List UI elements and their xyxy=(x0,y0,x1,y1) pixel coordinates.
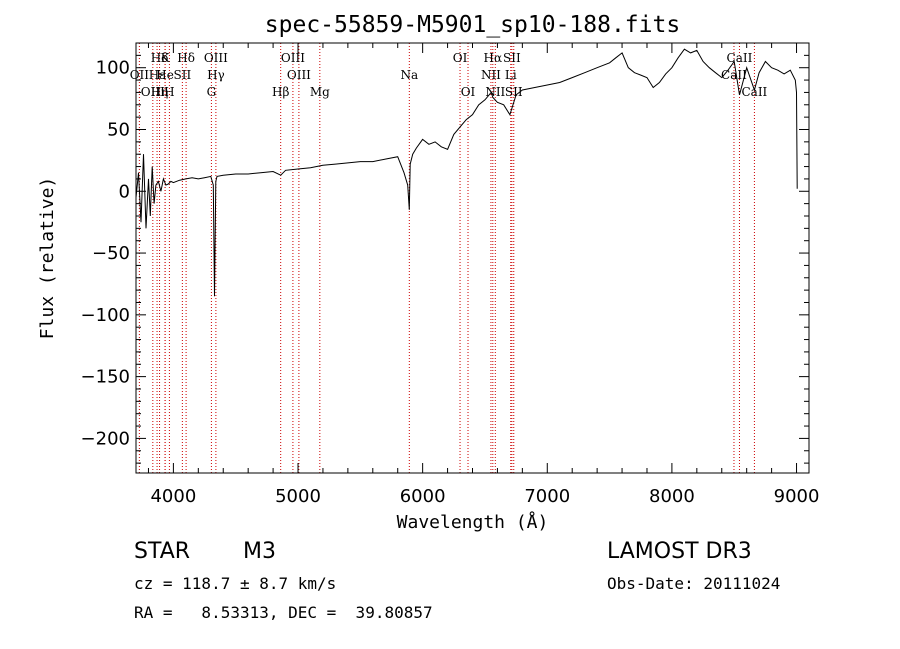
x-tick-label: 4000 xyxy=(150,486,196,507)
object-subclass: M3 xyxy=(243,539,276,564)
line-marker-label: G xyxy=(207,85,217,99)
x-tick-label: 8000 xyxy=(649,486,695,507)
chart-title: spec-55859-M5901_sp10-188.fits xyxy=(265,12,680,38)
line-marker-label: SII xyxy=(503,51,521,65)
y-tick-label: 50 xyxy=(107,119,130,140)
line-marker-label: H xyxy=(164,85,174,99)
line-marker-label: OIII xyxy=(141,85,165,99)
line-marker-label: OII xyxy=(130,68,150,82)
line-marker-label: Na xyxy=(400,68,418,82)
line-marker-label: NII xyxy=(485,85,505,99)
line-marker-label: OIII xyxy=(204,51,228,65)
x-tick-label: 5000 xyxy=(275,486,321,507)
plot-frame xyxy=(135,42,810,474)
y-axis-ticks: 100 50 0 −50 −100 −150 −200 xyxy=(81,54,809,464)
line-marker-label: OI xyxy=(453,51,468,65)
y-tick-label: 100 xyxy=(96,58,130,79)
x-tick-label: 7000 xyxy=(524,486,570,507)
line-marker-label: SII xyxy=(174,68,192,82)
line-marker-label: CaII xyxy=(741,85,767,99)
line-marker-label: SII xyxy=(505,85,523,99)
line-marker-label: Hη xyxy=(151,85,169,99)
line-marker-label: OIII xyxy=(287,68,311,82)
redshift-velocity: cz = 118.7 ± 8.7 km/s xyxy=(134,574,337,593)
y-axis-label: Flux (relative) xyxy=(37,177,58,340)
y-tick-label: 0 xyxy=(119,181,130,202)
line-marker-label: OIII xyxy=(281,51,305,65)
line-marker-label: Hε xyxy=(149,68,166,82)
spectrum-line xyxy=(135,48,798,297)
y-tick-label: −200 xyxy=(81,428,130,449)
line-markers xyxy=(138,43,755,473)
y-tick-label: −50 xyxy=(92,243,130,264)
x-axis-ticks: 4000 5000 6000 7000 8000 9000 xyxy=(147,43,820,507)
observation-date: Obs-Date: 20111024 xyxy=(607,574,781,593)
line-marker-label: Li xyxy=(505,68,517,82)
line-marker-label: NII xyxy=(481,68,501,82)
line-marker-label: Hδ xyxy=(151,51,169,65)
line-marker-label: K xyxy=(161,51,171,65)
line-marker-label: Hα xyxy=(484,51,503,65)
survey-name: LAMOST DR3 xyxy=(607,539,752,564)
x-axis-label: Wavelength (Å) xyxy=(397,511,549,533)
object-class: STAR xyxy=(134,539,191,564)
y-tick-label: −100 xyxy=(81,305,130,326)
line-marker-label: CaII xyxy=(721,68,747,82)
x-tick-label: 9000 xyxy=(774,486,820,507)
line-marker-label: He xyxy=(156,68,174,82)
x-tick-label: 6000 xyxy=(400,486,446,507)
line-marker-label: Hγ xyxy=(207,68,225,82)
line-marker-label: Hβ xyxy=(272,85,289,99)
line-marker-label: Hδ xyxy=(177,51,195,65)
y-tick-label: −150 xyxy=(81,367,130,388)
line-marker-label: CaII xyxy=(727,51,753,65)
line-marker-label: Mg xyxy=(310,85,330,99)
coordinates: RA = 8.53313, DEC = 39.80857 xyxy=(134,603,433,622)
line-marker-label: OI xyxy=(461,85,476,99)
